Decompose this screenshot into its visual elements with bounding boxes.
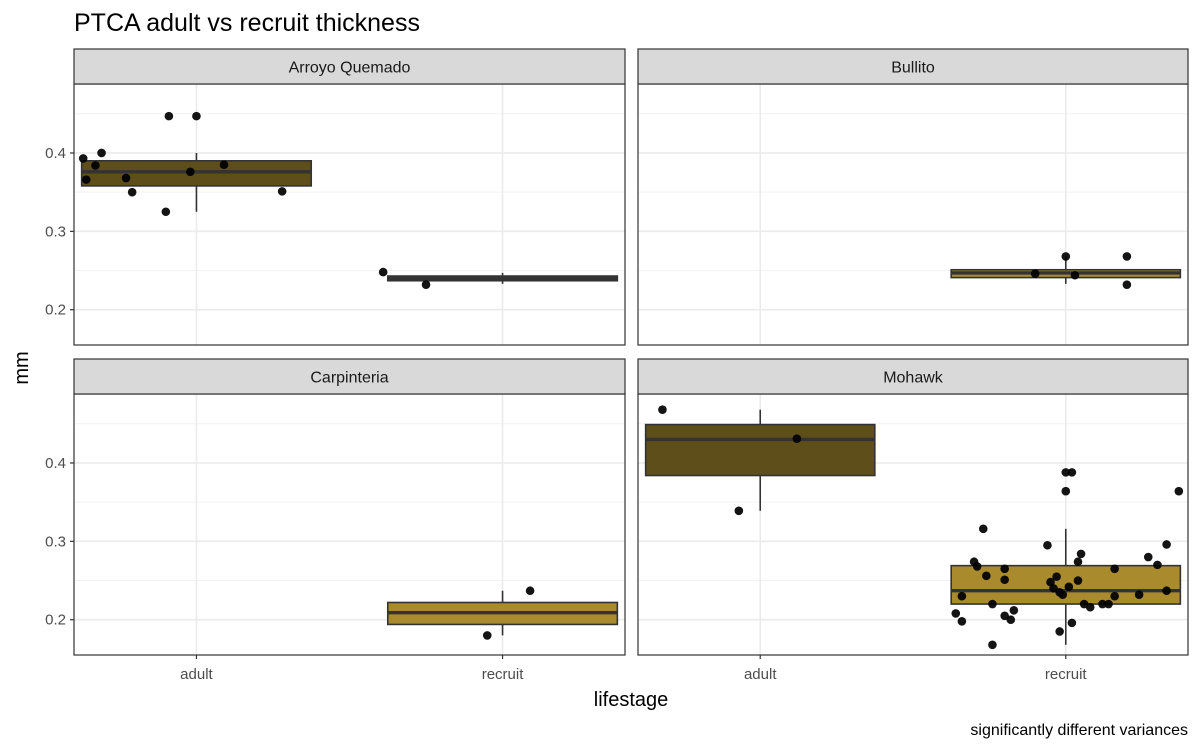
data-point (1070, 270, 1080, 280)
data-point (277, 187, 287, 196)
data-point (1067, 468, 1077, 477)
x-tick-label: adult (180, 666, 213, 683)
facet-strip (637, 48, 1189, 85)
data-point (378, 267, 388, 277)
data-point (988, 599, 997, 609)
data-point (1061, 486, 1071, 496)
data-point (1061, 468, 1071, 477)
panel-background (638, 84, 1188, 345)
data-point (121, 173, 131, 183)
box-adult (644, 409, 876, 511)
facet-strip (73, 48, 626, 85)
data-point (1134, 590, 1144, 599)
y-tick-label: 0.3 (45, 533, 66, 550)
data-point (1000, 575, 1009, 585)
box-iqr (644, 423, 876, 477)
data-point (1122, 280, 1132, 289)
data-point (219, 160, 229, 170)
data-point (1000, 564, 1009, 574)
y-tick-label: 0.3 (45, 223, 66, 240)
chart-caption: significantly different variances (970, 722, 1188, 739)
data-point (1104, 599, 1113, 609)
facet-panel: Mohawk adult recruit (637, 358, 1189, 683)
facet-panel: Bullito (637, 48, 1189, 346)
data-point (164, 111, 174, 121)
data-point (972, 562, 982, 571)
x-axis-title: lifestage (594, 689, 669, 711)
data-point (482, 631, 492, 640)
data-point (1052, 572, 1061, 581)
facet-strip (73, 358, 626, 395)
data-point (1098, 599, 1107, 609)
chart-title: PTCA adult vs recruit thickness (74, 9, 420, 37)
facet-panel: Carpinteria 0.2 0.3 0.4 adult recruit (45, 358, 626, 683)
data-point (81, 175, 91, 184)
data-point (1085, 602, 1095, 612)
y-tick-label: 0.4 (45, 455, 66, 472)
box-recruit (386, 272, 619, 284)
data-point (988, 640, 997, 650)
x-tick-label: recruit (1045, 666, 1088, 683)
data-point (1009, 606, 1019, 615)
data-point (734, 506, 744, 516)
facet-strip-label: Carpinteria (310, 370, 388, 387)
data-point (957, 591, 967, 601)
data-point (957, 616, 967, 626)
data-point (1110, 591, 1119, 601)
data-point (982, 571, 991, 581)
box-recruit (950, 256, 1182, 284)
panel-background (74, 84, 625, 345)
data-point (97, 148, 106, 158)
data-point (1000, 611, 1009, 621)
y-tick-label: 0.2 (45, 302, 66, 319)
data-point (127, 187, 137, 197)
x-tick-label: recruit (482, 666, 525, 683)
data-point (658, 405, 667, 414)
data-point (78, 154, 88, 163)
y-axis-title: mm (11, 351, 33, 384)
facet-strip (637, 358, 1189, 395)
data-point (1122, 252, 1132, 261)
data-point (421, 280, 431, 289)
data-point (792, 434, 802, 443)
facet-grid: Arroyo Quemado 0.2 0.3 0.4 Bullito Carpinteri… (45, 48, 1189, 683)
data-point (978, 524, 988, 534)
data-point (1076, 549, 1086, 559)
facet-panel: Arroyo Quemado 0.2 0.3 0.4 (45, 48, 626, 346)
facet-strip-label: Mohawk (883, 370, 944, 387)
data-point (1174, 486, 1184, 496)
data-point (1064, 582, 1074, 592)
data-point (1073, 557, 1083, 567)
data-point (1162, 586, 1171, 596)
data-point (1055, 627, 1064, 636)
data-point (1006, 615, 1016, 625)
facet-strip-label: Arroyo Quemado (289, 60, 411, 77)
data-point (951, 609, 961, 618)
box-adult (80, 152, 313, 212)
x-tick-label: adult (744, 666, 777, 683)
data-point (1043, 540, 1052, 550)
data-point (525, 586, 535, 596)
data-point (1143, 552, 1153, 562)
data-point (161, 207, 171, 217)
data-point (91, 161, 100, 170)
data-point (1058, 590, 1068, 599)
data-point (1162, 540, 1171, 549)
y-tick-label: 0.4 (45, 145, 66, 162)
data-point (1049, 584, 1058, 593)
data-point (1067, 618, 1077, 628)
data-point (1061, 252, 1071, 261)
facet-strip-label: Bullito (891, 60, 935, 77)
data-point (1110, 564, 1119, 574)
box-recruit (386, 590, 619, 636)
data-point (1030, 269, 1040, 278)
y-tick-label: 0.2 (45, 612, 66, 629)
data-point (1073, 576, 1083, 585)
data-point (1153, 560, 1162, 570)
data-point (192, 111, 201, 121)
data-point (186, 167, 195, 177)
